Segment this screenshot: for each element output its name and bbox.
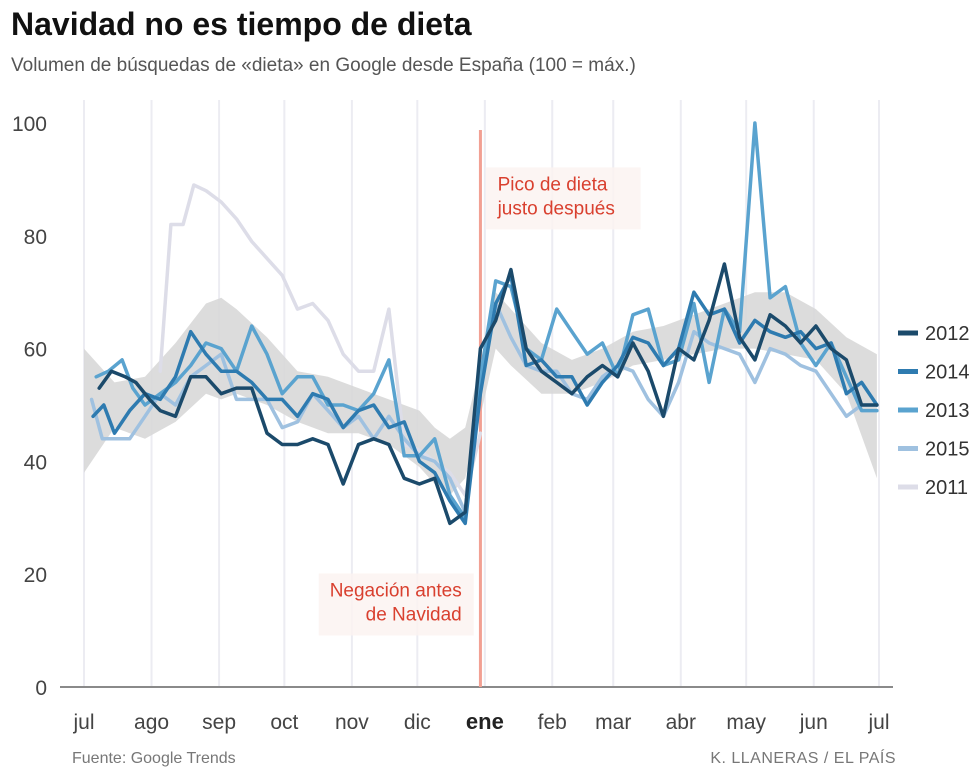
- x-tick-label-jul-12: jul: [867, 711, 889, 734]
- legend-label-2015: 2015: [925, 439, 970, 461]
- legend-label-2012: 2012: [925, 323, 970, 345]
- y-tick-label-80: 80: [24, 226, 47, 249]
- x-tick-label-ago-1: ago: [134, 711, 169, 734]
- series-layer: [89, 121, 879, 526]
- author-credit: K. LLANERAS / EL PAÍS: [710, 750, 896, 767]
- x-tick-label-jun-11: jun: [799, 711, 828, 734]
- annotation-background-1: [318, 573, 474, 636]
- x-tick-label-feb-7: feb: [538, 711, 567, 734]
- series-line-2013: [94, 121, 879, 520]
- annotation-background-0: [485, 167, 641, 230]
- legend-label-2011: 2011: [925, 477, 968, 499]
- y-tick-label-100: 100: [12, 113, 47, 136]
- annotation-0-line-1: justo después: [497, 198, 615, 219]
- annotation-1-line-0: Negación antes: [330, 580, 462, 601]
- x-tick-label-ene-6: ene: [466, 709, 504, 734]
- x-tick-label-sep-2: sep: [202, 711, 236, 734]
- legend-label-2013: 2013: [925, 400, 970, 422]
- y-tick-label-40: 40: [24, 451, 47, 474]
- x-tick-label-oct-3: oct: [270, 711, 298, 734]
- annotation-0-line-0: Pico de dieta: [498, 174, 608, 195]
- y-tick-label-60: 60: [24, 339, 47, 362]
- x-tick-label-abr-9: abr: [666, 711, 696, 734]
- y-tick-label-0: 0: [35, 677, 47, 700]
- source-note: Fuente: Google Trends: [72, 750, 236, 767]
- series-line-2011: [158, 183, 483, 497]
- x-tick-label-dic-5: dic: [404, 711, 431, 734]
- annotation-layer: Pico de dieta justo después Negación antes…: [318, 167, 641, 636]
- x-tick-label-jul-0: jul: [72, 711, 94, 734]
- series-line-2014: [91, 273, 879, 526]
- legend-layer: 2012 2014 2013 2015 2011: [898, 323, 970, 499]
- chart-subtitle: Volumen de búsquedas de «dieta» en Googl…: [11, 55, 636, 76]
- annotation-1-line-1: de Navidad: [366, 604, 462, 625]
- series-line-2012: [97, 262, 879, 526]
- x-tick-label-mar-8: mar: [595, 711, 631, 734]
- legend-label-2014: 2014: [925, 362, 970, 384]
- y-tick-label-20: 20: [24, 564, 47, 587]
- x-tick-label-may-10: may: [726, 711, 766, 734]
- axis-layer: jul ago sep oct nov dic ene feb mar abr may jun jul 0…: [12, 113, 893, 734]
- chart-title: Navidad no es tiempo de dieta: [11, 6, 472, 42]
- x-tick-label-nov-4: nov: [335, 711, 369, 734]
